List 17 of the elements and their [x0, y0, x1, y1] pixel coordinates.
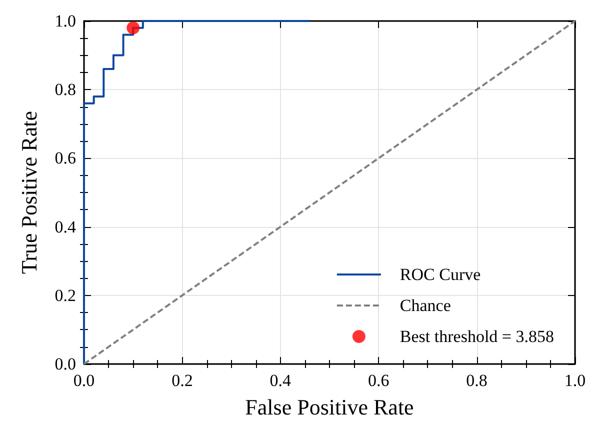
y-tick-label: 1.0	[54, 12, 76, 30]
x-axis-title: False Positive Rate	[245, 394, 414, 420]
x-tick-label: 0.2	[172, 371, 193, 390]
y-tick-label: 0.8	[54, 80, 76, 100]
y-tick-label: 0.6	[54, 148, 76, 168]
x-tick-label: 0.8	[466, 371, 488, 390]
y-tick-label: 0.4	[54, 217, 76, 236]
legend-label: Best threshold = 3.858	[400, 327, 554, 346]
y-tick-label: 0.2	[54, 286, 76, 305]
y-axis-title: True Positive Rate	[16, 111, 42, 274]
x-tick-label: 0.4	[270, 371, 292, 390]
x-tick-label: 0.6	[368, 371, 390, 390]
legend-label: ROC Curve	[400, 265, 481, 284]
y-tick-label: 0.0	[54, 354, 76, 374]
x-tick-label: 1.0	[564, 371, 586, 390]
legend-label: Chance	[400, 296, 451, 315]
x-tick-label: 0.0	[73, 371, 95, 390]
